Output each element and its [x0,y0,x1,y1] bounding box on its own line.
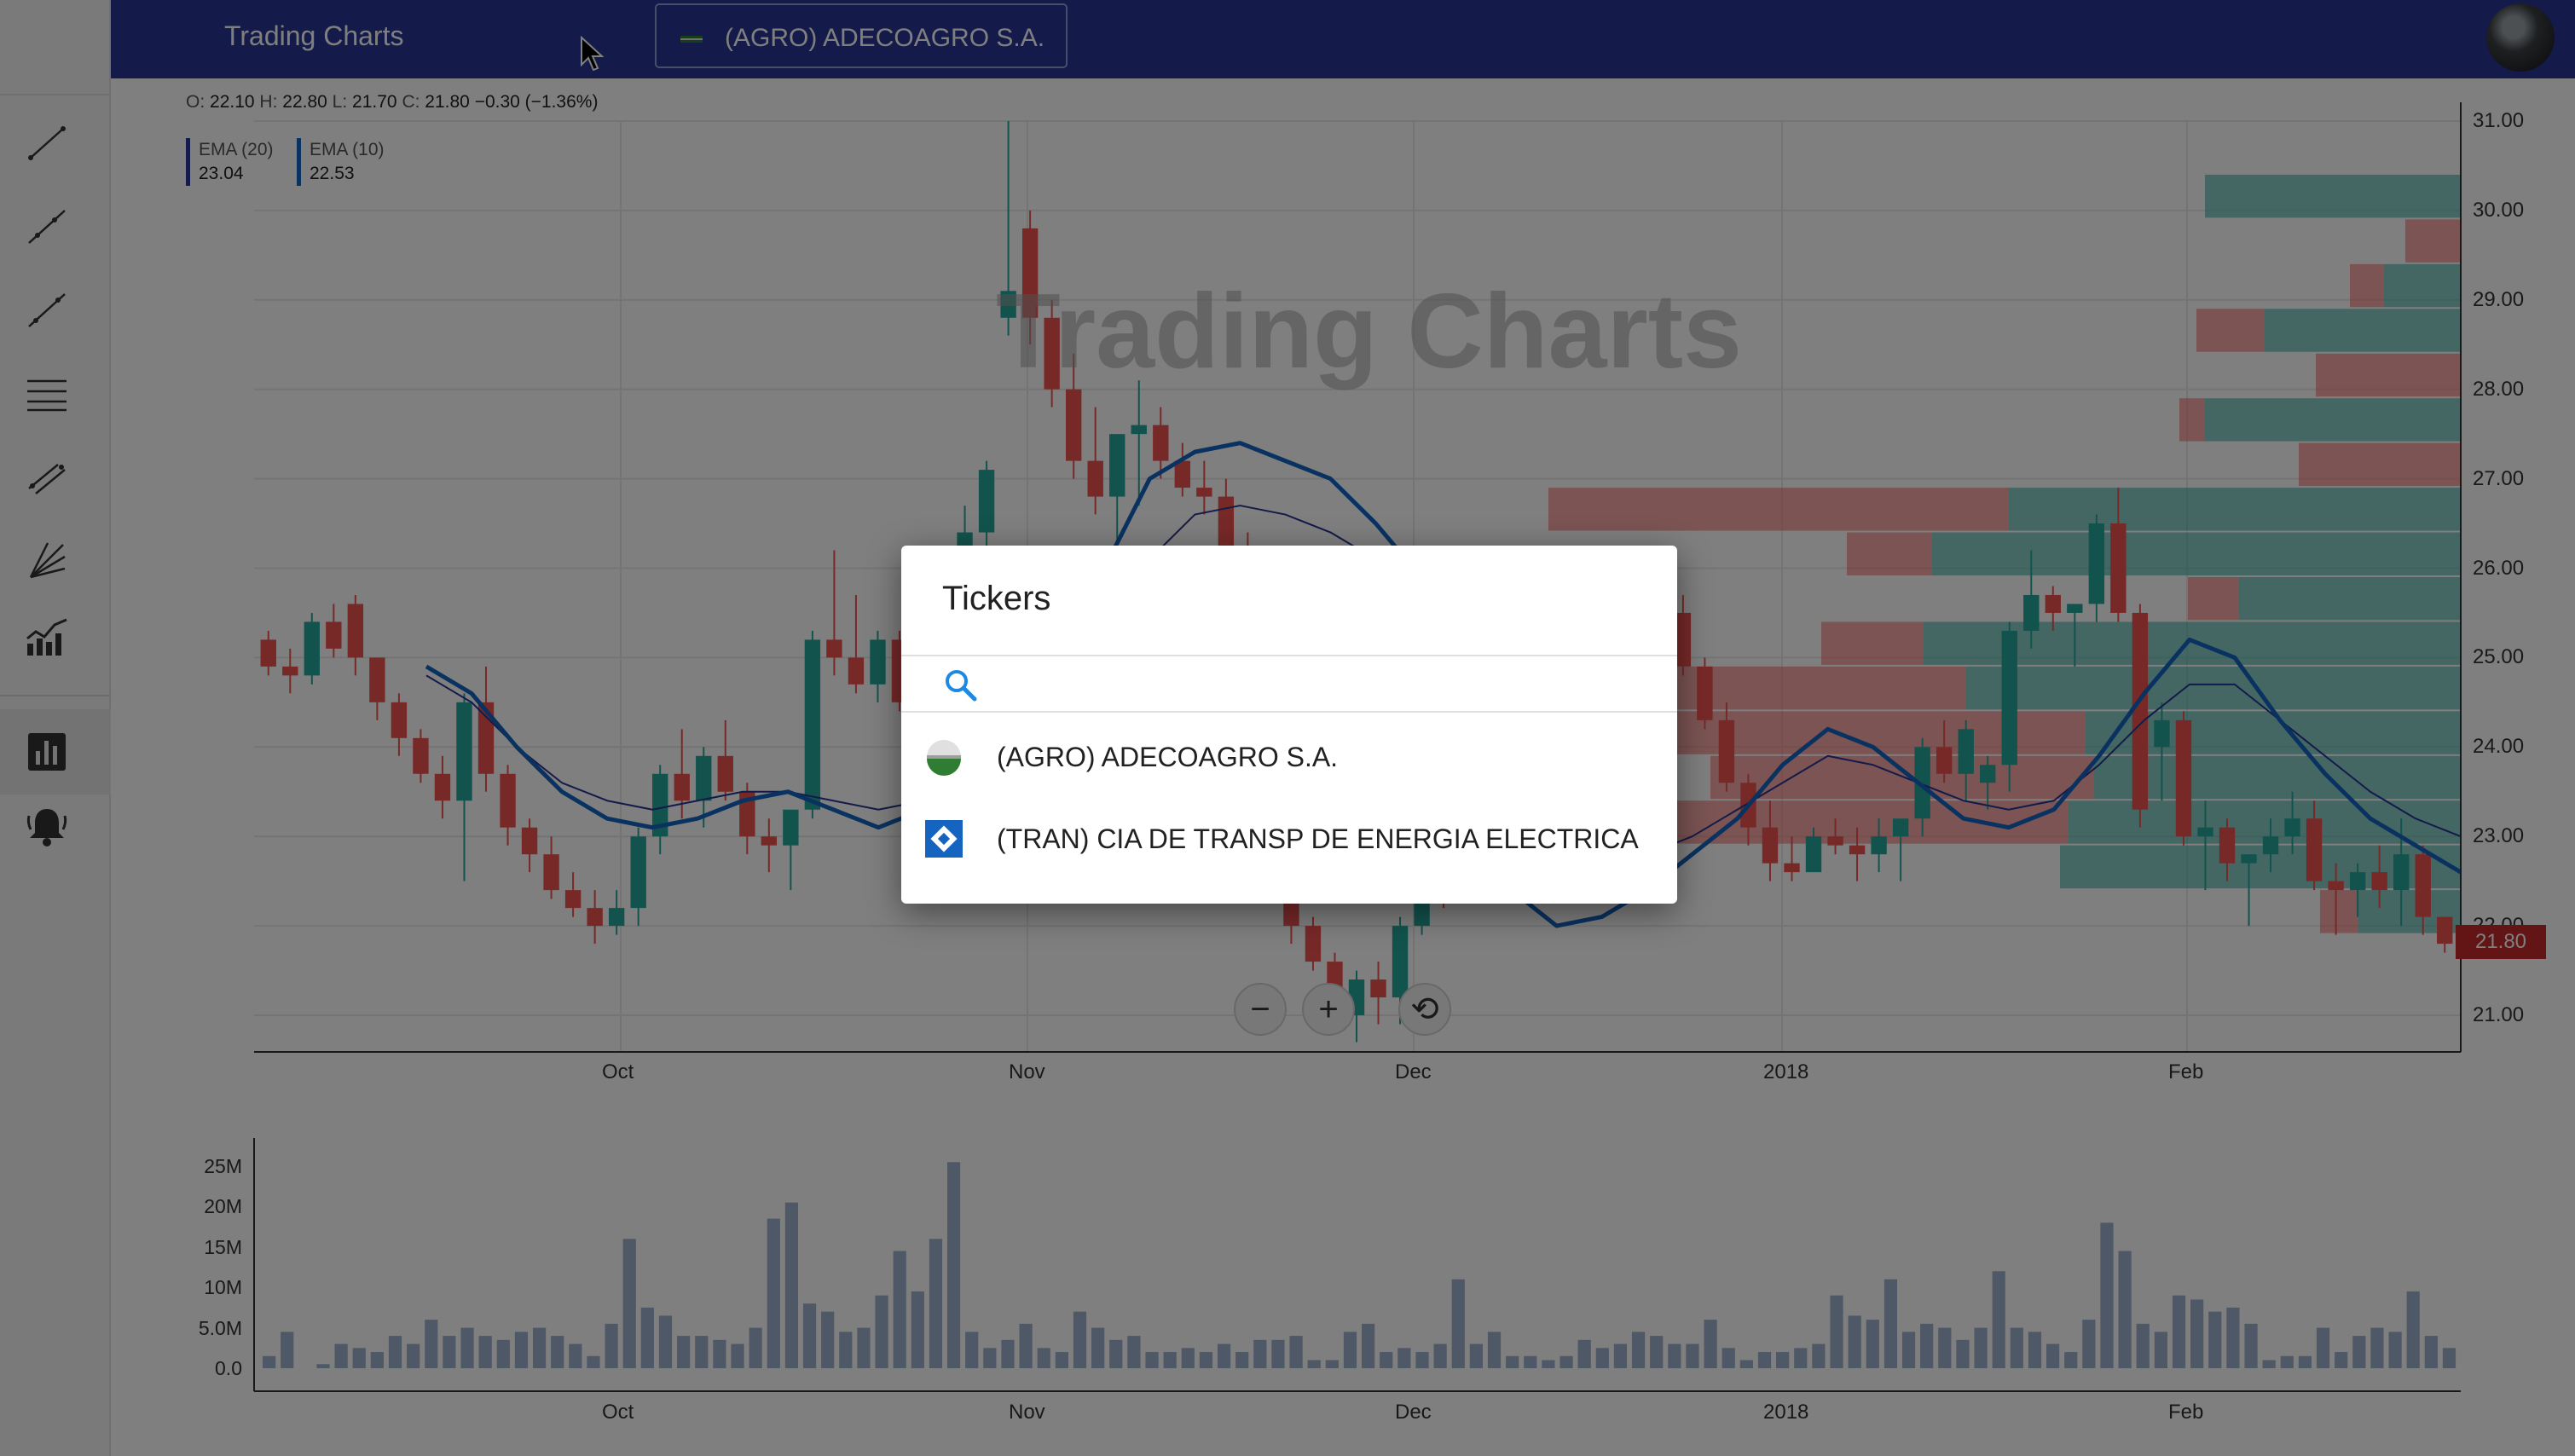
agro-logo-icon [927,740,961,776]
ticker-list-item-agro[interactable]: (AGRO) ADECOAGRO S.A. [901,716,1677,798]
tran-logo-icon [925,820,963,858]
ticker-search-bar [901,655,1677,713]
ticker-item-label: (TRAN) CIA DE TRANSP DE ENERGIA ELECTRIC… [997,823,1639,854]
ticker-list-item-tran[interactable]: (TRAN) CIA DE TRANSP DE ENERGIA ELECTRIC… [901,798,1677,880]
ticker-search-input[interactable] [995,665,1643,704]
search-icon [946,670,977,702]
ticker-item-label: (AGRO) ADECOAGRO S.A. [997,742,1339,772]
dialog-title: Tickers [942,580,1051,617]
tickers-dialog: Tickers (AGRO) ADECOAGRO S.A. (TRAN) CIA… [901,546,1677,904]
